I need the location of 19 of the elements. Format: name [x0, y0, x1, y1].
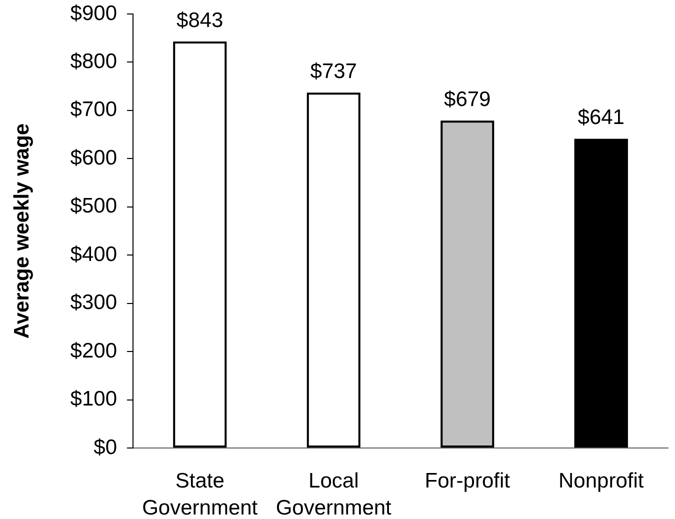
y-tick-label: $800 [70, 50, 117, 74]
y-tick-label: $600 [70, 146, 117, 170]
x-tick-label: Local Government [276, 469, 392, 519]
y-tick-label: $400 [70, 242, 117, 266]
y-tick-label: $500 [70, 194, 117, 218]
x-tick-label: For-profit [424, 469, 510, 492]
x-tick-label: Nonprofit [558, 469, 644, 492]
y-tick-label: $0 [94, 436, 117, 459]
data-label: $641 [578, 106, 624, 130]
y-tick-label: $100 [70, 388, 117, 411]
y-tick-label: $200 [70, 339, 117, 362]
data-label: $737 [310, 60, 357, 83]
x-tick-label: State Government [142, 469, 258, 519]
y-tick-label: $900 [70, 2, 117, 25]
y-tick-label: $300 [70, 291, 117, 314]
data-label: $843 [176, 8, 224, 32]
y-axis-title: Average weekly wage [10, 123, 34, 339]
y-tick-label: $700 [70, 98, 117, 122]
data-label: $679 [444, 88, 491, 111]
